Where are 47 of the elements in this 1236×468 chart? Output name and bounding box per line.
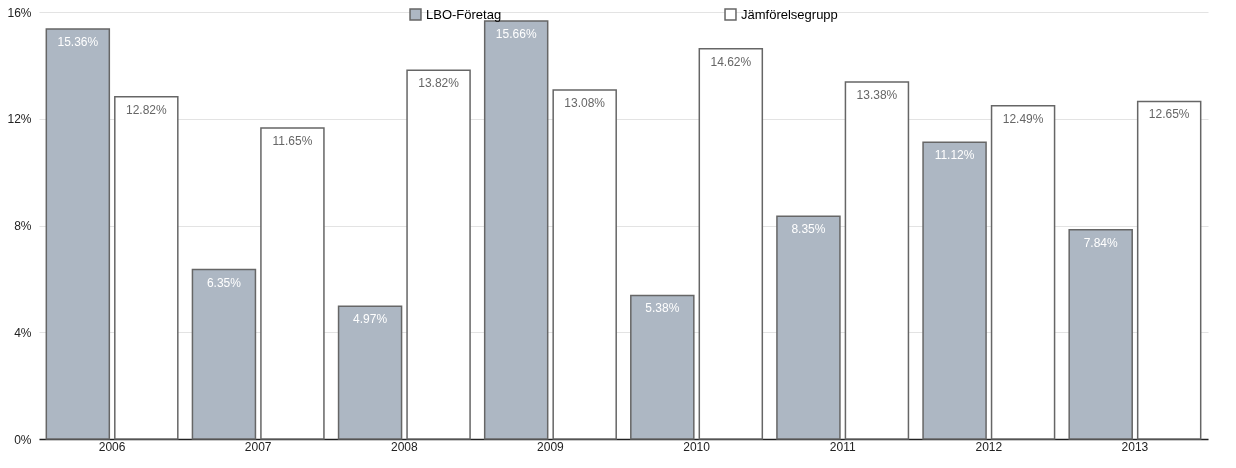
data-label: 15.66% (495, 27, 537, 42)
data-label: 14.62% (710, 54, 752, 69)
data-label: 13.82% (418, 76, 460, 91)
bar (114, 96, 179, 440)
data-label: 11.12% (934, 148, 975, 163)
x-tick-label: 2013 (1121, 439, 1149, 454)
x-tick-label: 2006 (98, 439, 126, 454)
y-tick-label: 16% (7, 5, 32, 20)
y-tick-label: 12% (7, 112, 32, 127)
x-tick-label: 2011 (829, 439, 856, 454)
data-label: 7.84% (1083, 235, 1119, 250)
bar (191, 268, 257, 440)
data-label: 12.65% (1148, 107, 1190, 122)
data-label: 6.35% (206, 275, 242, 290)
data-label: 12.82% (125, 102, 167, 117)
bar (698, 48, 764, 440)
bar (1068, 229, 1133, 440)
bar (552, 89, 617, 440)
data-label: 4.97% (353, 312, 388, 327)
bar (776, 215, 841, 440)
bar (990, 104, 1056, 440)
data-label: 13.38% (856, 87, 898, 102)
legend-label: Jämförelsegrupp (741, 6, 838, 22)
x-tick-label: 2010 (683, 439, 711, 454)
bar (922, 141, 987, 440)
x-tick-label: 2009 (537, 439, 565, 454)
bar (1136, 100, 1202, 440)
x-tick-label: 2007 (244, 439, 272, 454)
x-tick-label: 2008 (390, 439, 418, 454)
data-label: 11.65% (272, 134, 313, 149)
y-tick-label: 0% (14, 432, 32, 447)
data-label: 13.08% (564, 95, 606, 110)
bar (337, 305, 403, 440)
legend-label: LBO-Företag (426, 6, 502, 22)
bar (844, 81, 910, 440)
data-label: 12.49% (1002, 111, 1044, 126)
y-tick-label: 8% (14, 219, 32, 233)
bar (260, 127, 325, 440)
bar (483, 20, 549, 440)
bar (630, 294, 695, 440)
bar (406, 69, 471, 440)
bar (45, 28, 111, 440)
data-label: 5.38% (645, 301, 680, 316)
data-label: 8.35% (791, 222, 826, 237)
y-tick-label: 4% (14, 325, 32, 340)
x-tick-label: 2012 (975, 439, 1003, 454)
data-label: 15.36% (57, 35, 99, 50)
